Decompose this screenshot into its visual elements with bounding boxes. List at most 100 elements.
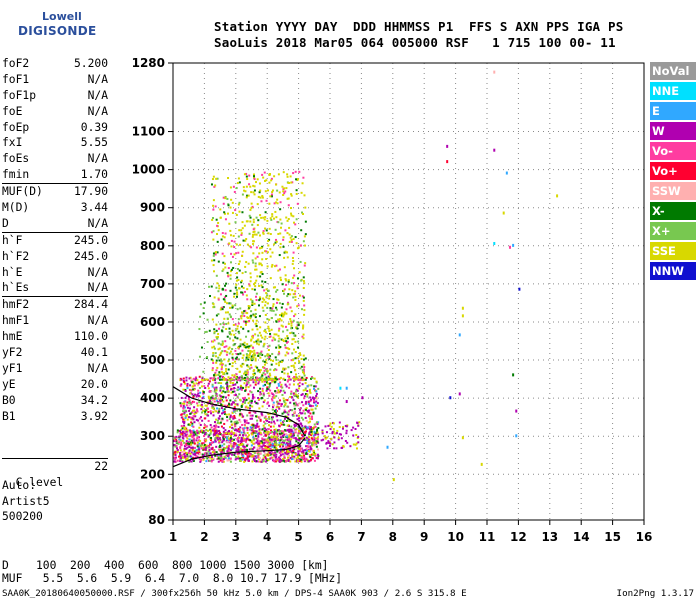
echo-point	[238, 434, 241, 437]
echo-point	[266, 386, 269, 389]
isolated-echo	[461, 306, 464, 310]
echo-point	[298, 454, 301, 457]
echo-point	[261, 195, 264, 198]
echo-point	[244, 440, 247, 443]
echo-point	[285, 187, 288, 190]
echo-point	[282, 193, 285, 196]
echo-point	[201, 443, 204, 446]
echo-point	[303, 397, 306, 400]
param-row: foEs N/A	[2, 151, 108, 167]
echo-point	[245, 419, 248, 422]
echo-point	[226, 416, 229, 419]
echo-point	[286, 303, 289, 306]
echo-point	[263, 338, 266, 341]
echo-point	[297, 417, 300, 420]
param-row: fxI 5.55	[2, 135, 108, 151]
echo-point	[333, 432, 336, 435]
param-value: N/A	[87, 314, 108, 328]
echo-point	[183, 432, 186, 435]
echo-point	[312, 449, 315, 452]
echo-point	[269, 233, 272, 236]
echo-point	[212, 270, 215, 273]
header-line-1: Station YYYY DAY DDD HHMMSS P1 FFS S AXN…	[214, 19, 624, 34]
echo-point	[214, 352, 217, 355]
echo-point	[253, 189, 256, 192]
echo-point	[266, 444, 269, 447]
echo-point	[249, 208, 252, 211]
echo-point	[241, 427, 244, 430]
echo-point	[297, 438, 300, 441]
echo-point	[247, 393, 250, 396]
echo-point	[311, 443, 314, 446]
echo-point	[229, 440, 232, 443]
echo-point	[299, 407, 302, 410]
echo-point	[276, 378, 279, 381]
echo-point	[217, 332, 220, 335]
echo-point	[288, 226, 291, 229]
echo-point	[223, 350, 226, 353]
echo-point	[226, 454, 229, 457]
echo-point	[180, 383, 183, 386]
echo-point	[352, 443, 355, 446]
echo-point	[194, 411, 197, 414]
echo-point	[223, 317, 226, 320]
echo-point	[307, 421, 310, 424]
echo-point	[190, 451, 193, 454]
param-name: B0	[2, 393, 16, 407]
echo-point	[311, 404, 314, 407]
echo-point	[209, 397, 212, 400]
echo-point	[251, 302, 254, 305]
param-value: 20.0	[80, 377, 108, 391]
echo-point	[269, 389, 272, 392]
echo-point	[303, 309, 306, 312]
echo-point	[227, 203, 230, 206]
echo-point	[282, 377, 285, 380]
echo-point	[276, 298, 279, 301]
echo-point	[246, 288, 249, 291]
echo-point	[221, 252, 224, 255]
echo-point	[240, 437, 243, 440]
echo-point	[217, 438, 220, 441]
echo-point	[260, 350, 263, 353]
echo-point	[269, 332, 272, 335]
echo-point	[216, 399, 219, 402]
echo-point	[296, 389, 299, 392]
echo-point	[269, 378, 272, 381]
echo-point	[282, 449, 285, 452]
echo-point	[286, 380, 289, 383]
echo-point	[227, 449, 230, 452]
echo-point	[270, 436, 273, 439]
echo-point	[193, 409, 196, 412]
echo-point	[294, 298, 297, 301]
echo-point	[316, 457, 319, 460]
echo-point	[212, 264, 215, 267]
param-name: yE	[2, 377, 16, 391]
echo-point	[292, 172, 295, 175]
echo-point	[183, 441, 186, 444]
echo-point	[197, 389, 200, 392]
echo-point	[275, 201, 278, 204]
echo-point	[203, 417, 206, 420]
echo-point	[253, 288, 256, 291]
echo-point	[290, 331, 293, 334]
echo-point	[289, 378, 292, 381]
echo-point	[220, 412, 223, 415]
echo-point	[270, 193, 273, 196]
param-value: 17.90	[73, 185, 108, 199]
echo-point	[268, 329, 271, 332]
echo-point	[203, 443, 206, 446]
echo-point	[211, 458, 214, 461]
echo-point	[341, 446, 344, 449]
echo-point	[230, 445, 233, 448]
param-row: foF1p N/A	[2, 88, 108, 104]
echo-point	[265, 376, 268, 379]
echo-point	[211, 369, 214, 372]
echo-point	[300, 416, 303, 419]
echo-point	[292, 399, 295, 402]
echo-point	[248, 232, 251, 235]
echo-point	[297, 441, 300, 444]
echo-point	[260, 378, 263, 381]
echo-point	[264, 321, 267, 324]
echo-point	[244, 434, 247, 437]
plot-frame	[172, 62, 645, 521]
